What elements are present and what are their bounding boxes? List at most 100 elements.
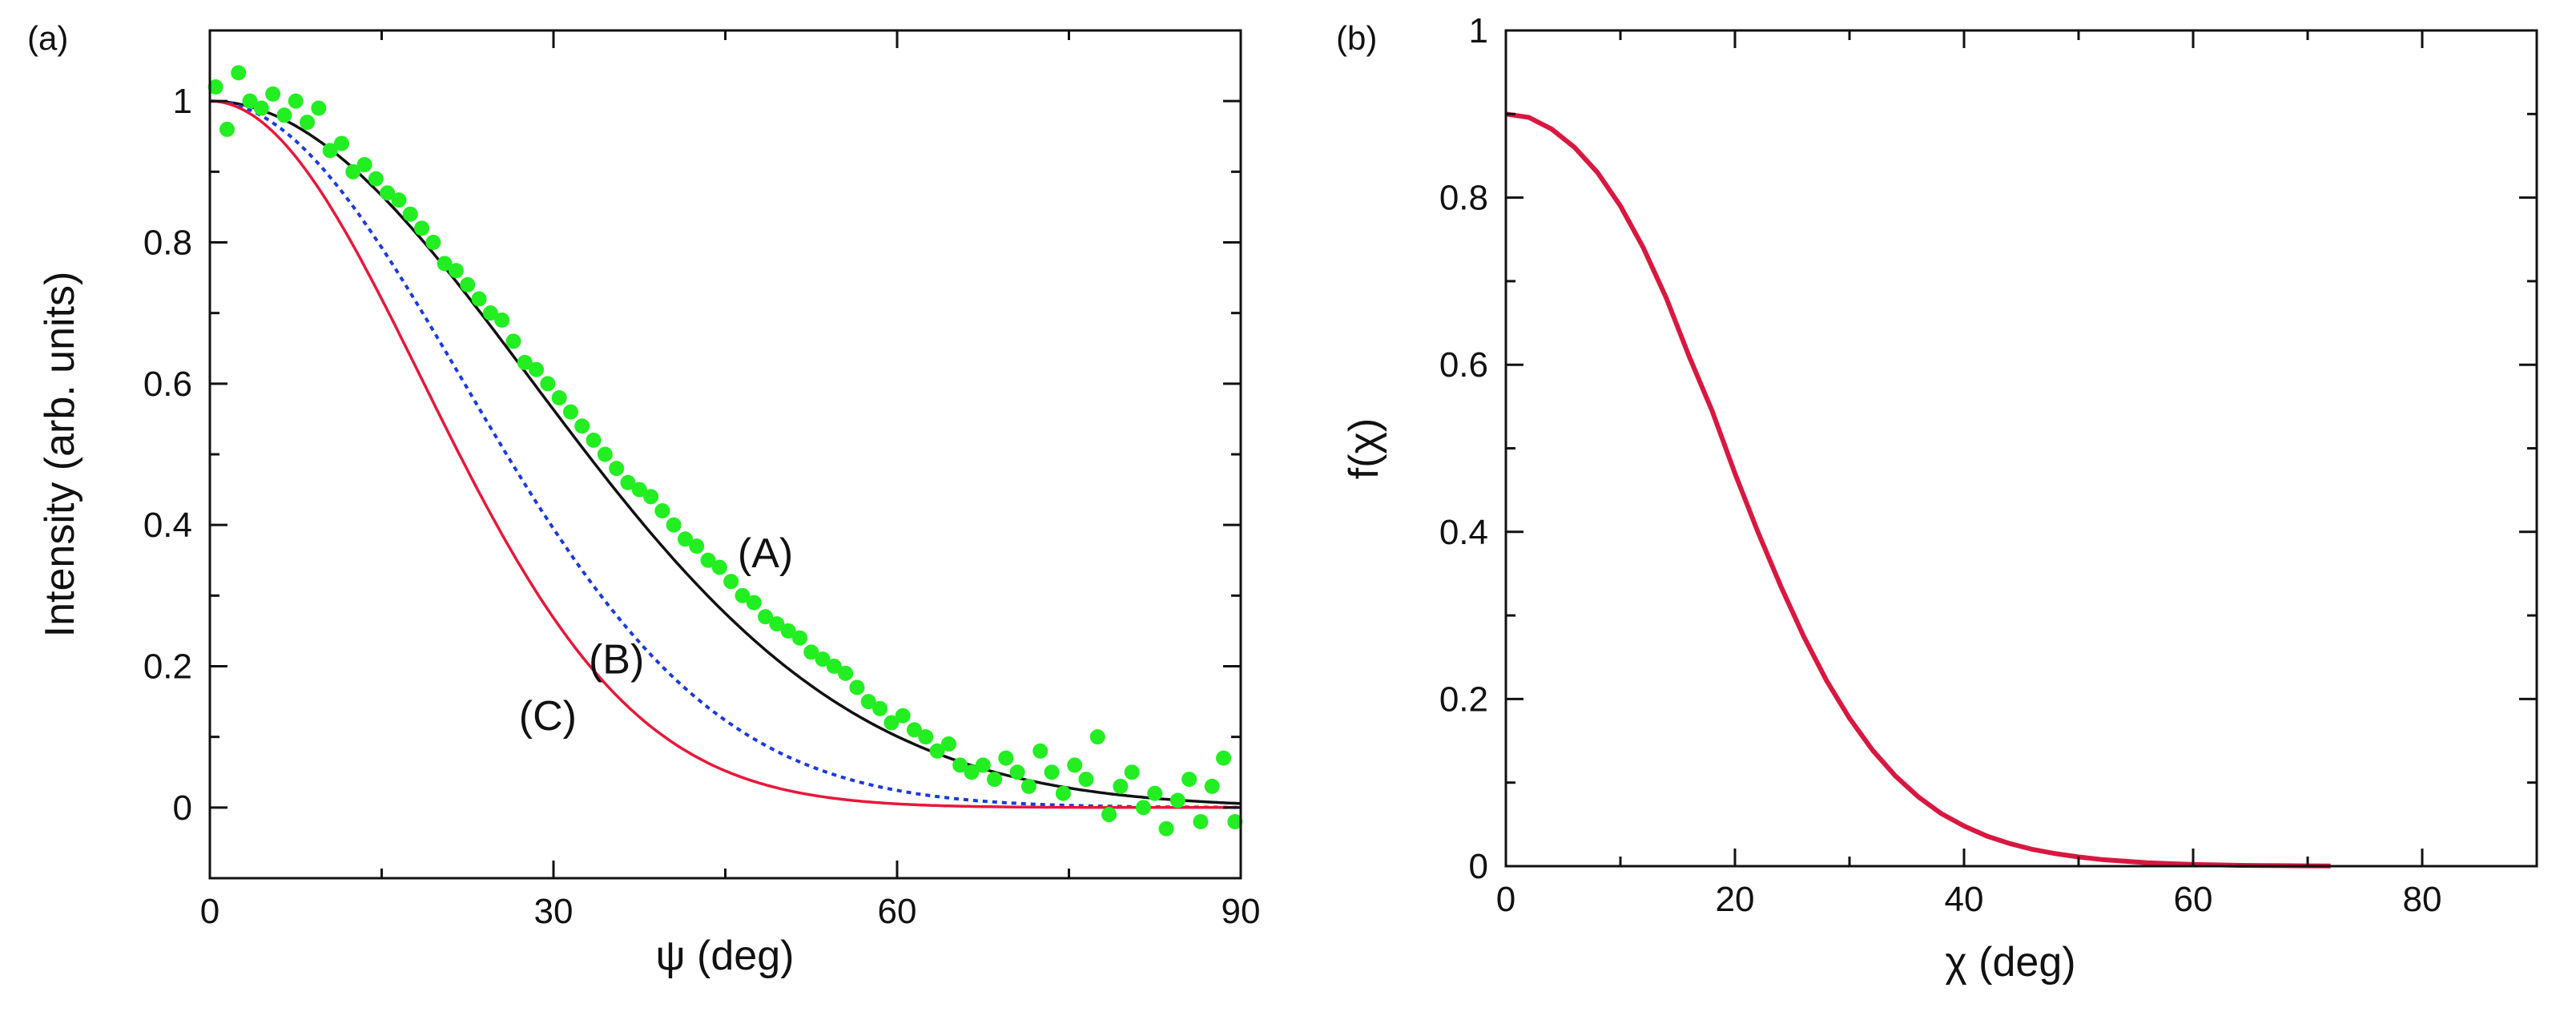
curve-a: [210, 99, 1242, 805]
data-point: [597, 446, 613, 462]
data-point: [231, 65, 247, 81]
annotation-label: (B): [589, 636, 644, 683]
data-point: [849, 679, 865, 695]
data-point: [815, 651, 831, 667]
data-point: [689, 538, 705, 554]
data-point: [746, 595, 762, 611]
data-point: [975, 757, 991, 773]
y-tick-label: 1: [173, 82, 192, 121]
data-point: [505, 333, 521, 349]
y-tick-label: 0.2: [143, 647, 192, 687]
data-point: [529, 361, 545, 377]
data-point: [586, 432, 602, 448]
y-tick-label: 0.8: [1439, 179, 1488, 218]
panel-b-xlabel: χ (deg): [1945, 939, 2075, 986]
data-point: [791, 630, 807, 646]
data-point: [540, 376, 556, 392]
curve-c: [209, 99, 1241, 809]
panel-b-tick-labels: 0 20 40 60 80 0 0.2 0.4 0.6 0.8 1: [1439, 11, 2442, 919]
y-tick-label: 0.6: [143, 365, 192, 404]
panel-b-ticks: [1504, 29, 2538, 868]
data-point: [860, 694, 876, 710]
y-tick-label: 0.8: [143, 224, 192, 263]
data-point: [1044, 764, 1060, 780]
data-point: [780, 623, 796, 639]
y-tick-label: 0.4: [1439, 513, 1488, 552]
panel-a: (a) 0 30 60 90 0 0.2 0.4 0.6 0.8 1 ψ (deg) Intens…: [27, 19, 1260, 979]
curve-b: [210, 99, 1241, 809]
data-point: [1055, 785, 1071, 801]
y-tick-label: 0.4: [143, 506, 192, 545]
data-point: [964, 764, 980, 780]
data-point: [288, 93, 304, 109]
data-point: [609, 461, 625, 477]
panel-a-points: [207, 65, 1243, 837]
data-point: [1009, 764, 1025, 780]
data-point: [803, 644, 819, 660]
data-point: [448, 263, 464, 279]
data-point: [883, 715, 900, 731]
data-point: [311, 100, 327, 116]
data-point: [1169, 792, 1185, 808]
data-point: [677, 531, 693, 547]
data-point: [929, 743, 945, 759]
data-point: [574, 418, 590, 434]
data-point: [380, 185, 396, 201]
data-point: [906, 722, 922, 738]
data-point: [482, 305, 498, 321]
data-point: [1113, 778, 1129, 794]
panel-b-curves: [1505, 111, 2331, 869]
x-tick-label: 90: [1222, 892, 1261, 931]
data-point: [1227, 813, 1243, 829]
data-point: [471, 291, 487, 307]
data-point: [1032, 743, 1049, 759]
data-point: [517, 354, 533, 370]
data-point: [620, 474, 636, 490]
panel-b-ylabel: f(χ): [1341, 418, 1387, 479]
x-tick-label: 60: [2174, 880, 2213, 919]
data-point: [918, 729, 934, 745]
data-point: [1181, 772, 1197, 788]
data-point: [391, 192, 407, 208]
y-tick-label: 0.6: [1439, 345, 1488, 385]
y-tick-label: 0: [1469, 847, 1488, 886]
data-point: [631, 482, 647, 498]
panel-b: (b) 0 20 40 60 80 0 0.2 0.4 0.6 0.8 1 χ (deg) f(χ): [1336, 11, 2538, 986]
data-point: [758, 609, 774, 625]
x-tick-label: 20: [1716, 880, 1755, 919]
data-point: [1193, 813, 1209, 829]
panel-a-annotations: (A) (B) (C): [519, 530, 793, 740]
data-point: [987, 772, 1003, 788]
data-point: [425, 235, 441, 250]
annotation-label: (A): [738, 530, 793, 577]
y-tick-label: 0: [173, 788, 192, 828]
data-point: [368, 171, 384, 187]
data-point: [265, 86, 281, 102]
data-point: [1216, 750, 1232, 766]
data-point: [1147, 785, 1163, 801]
data-point: [1101, 807, 1117, 823]
data-point: [1135, 800, 1151, 816]
x-tick-label: 30: [534, 892, 574, 931]
data-point: [356, 157, 372, 173]
data-point: [654, 503, 670, 519]
data-point: [402, 206, 418, 222]
data-point: [838, 665, 854, 681]
data-point: [700, 552, 716, 568]
panel-b-frame: [1504, 29, 2538, 868]
data-point: [551, 389, 567, 405]
data-point: [1204, 778, 1220, 794]
data-point: [1078, 772, 1094, 788]
data-point: [826, 659, 842, 674]
data-point: [460, 276, 476, 292]
data-point: [219, 121, 235, 137]
x-tick-label: 0: [1496, 880, 1515, 919]
data-point: [1020, 778, 1036, 794]
data-point: [437, 256, 453, 272]
data-point: [711, 559, 727, 575]
data-point: [1124, 764, 1140, 780]
panel-a-ylabel: Intensity (arb. units): [37, 272, 83, 638]
x-tick-label: 0: [200, 892, 219, 931]
data-point: [940, 736, 956, 752]
